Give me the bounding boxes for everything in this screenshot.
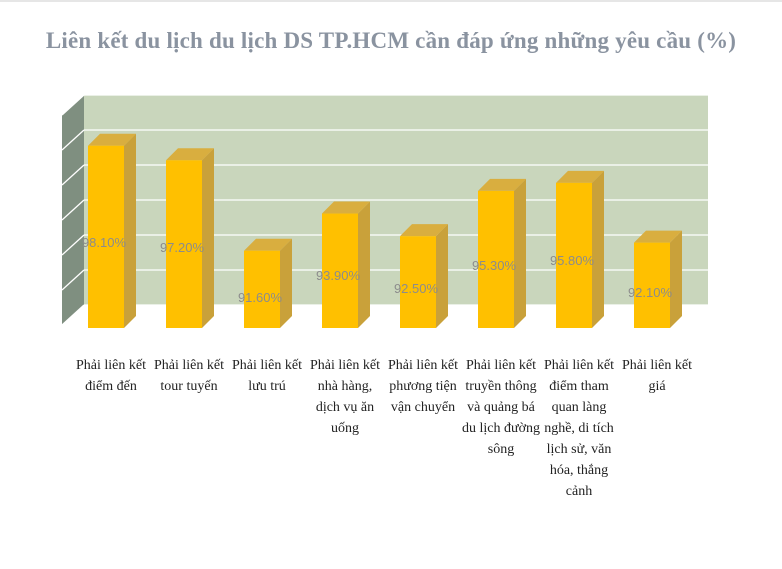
bar-side <box>280 238 292 328</box>
bar-front <box>634 242 670 328</box>
x-tick-label: Phải liên kết tour tuyến <box>154 358 224 394</box>
bar-side <box>124 133 136 328</box>
bar <box>322 201 370 328</box>
gridline-side <box>61 304 85 326</box>
bar-side <box>514 178 526 328</box>
x-tick-label: Phải liên kết nhà hàng, dịch vụ ăn uống <box>310 358 380 436</box>
bar-top <box>556 170 604 183</box>
data-label: 93.90% <box>316 268 361 283</box>
bar-front <box>88 145 124 328</box>
bar-top <box>88 133 136 146</box>
gridline-side <box>61 269 85 291</box>
bar-front <box>400 236 436 328</box>
bar-side <box>592 170 604 328</box>
x-tick-label: Phải liên kết phương tiện vận chuyển <box>388 358 458 415</box>
bar <box>634 230 682 328</box>
chart-title: Liên kết du lịch du lịch DS TP.HCM cần đ… <box>45 28 737 53</box>
bar-front <box>166 160 202 328</box>
gridline-side <box>61 234 85 256</box>
x-tick-label: Phải liên kết truyền thông và quảng bá d… <box>462 358 540 457</box>
top-divider <box>0 0 782 2</box>
x-tick-label: Phải liên kết lưu trú <box>232 358 302 394</box>
bar <box>556 170 604 328</box>
bar-top <box>166 148 214 161</box>
bar-top <box>244 238 292 251</box>
bar-top <box>634 230 682 243</box>
bar <box>166 148 214 328</box>
gridline-side <box>61 164 85 186</box>
x-tick-label: Phải liên kết điểm tham quan làng nghề, … <box>544 358 614 499</box>
bar-front <box>478 190 514 328</box>
bar-front <box>322 213 358 328</box>
bar <box>88 133 136 328</box>
data-label: 91.60% <box>238 290 283 305</box>
bar <box>244 238 292 328</box>
bar-front <box>556 182 592 328</box>
bar-side <box>202 148 214 328</box>
bar-top <box>322 201 370 214</box>
bar-side <box>358 201 370 328</box>
data-label: 97.20% <box>160 240 205 255</box>
gridline-side <box>61 94 85 116</box>
data-label: 92.50% <box>394 281 439 296</box>
gridline-side <box>61 199 85 221</box>
data-labels: 98.10% 97.20% 91.60% 93.90% 92.50% 95.30% 95.8… <box>82 235 673 305</box>
bars <box>88 133 682 328</box>
data-label: 95.80% <box>550 253 595 268</box>
bar-side <box>436 224 448 328</box>
bar-top <box>400 224 448 237</box>
data-label: 92.10% <box>628 285 673 300</box>
bar-side <box>670 230 682 328</box>
x-tick-label: Phải liên kết điểm đến <box>76 358 146 394</box>
x-tick-label: Phải liên kết giá <box>622 358 692 394</box>
data-label: 98.10% <box>82 235 127 250</box>
bar <box>400 224 448 328</box>
data-label: 95.30% <box>472 258 517 273</box>
bar-top <box>478 178 526 191</box>
bar <box>478 178 526 328</box>
bar-front <box>244 250 280 328</box>
gridline-side <box>61 129 85 151</box>
